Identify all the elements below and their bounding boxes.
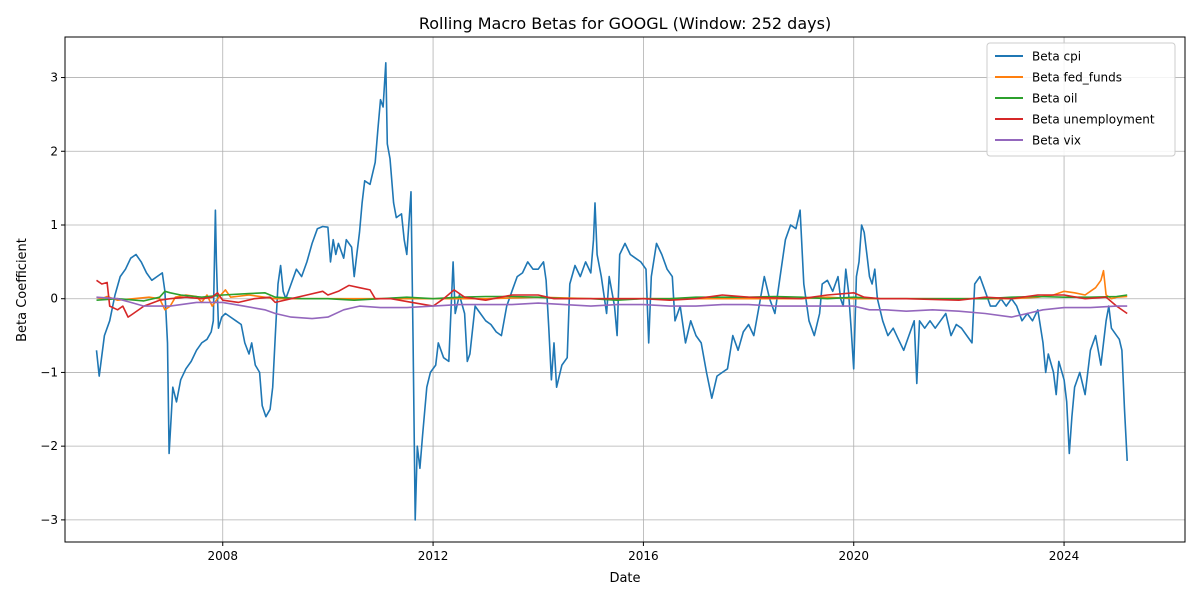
- x-tick-label: 2024: [1049, 549, 1080, 563]
- series-line-3: [96, 279, 1128, 318]
- legend-entry-label: Beta unemployment: [1032, 113, 1155, 127]
- y-tick-label: 0: [50, 292, 58, 306]
- legend-entry-label: Beta vix: [1032, 134, 1081, 148]
- y-axis: −3 −2 −1 0 1 2 3: [40, 71, 65, 527]
- chart-title: Rolling Macro Betas for GOOGL (Window: 2…: [419, 14, 831, 33]
- plot-area: [95, 61, 1128, 521]
- legend-entry-label: Beta oil: [1032, 92, 1078, 106]
- series-line-1: [96, 269, 1128, 311]
- x-tick-label: 2012: [418, 549, 449, 563]
- y-tick-label: −1: [40, 365, 58, 379]
- y-tick-label: 1: [50, 218, 58, 232]
- series-line-4: [96, 296, 1128, 320]
- series-line-0: [95, 61, 1128, 521]
- y-axis-label: Beta Coefficient: [15, 238, 30, 342]
- x-tick-label: 2020: [838, 549, 869, 563]
- x-axis: 2008 2012 2016 2020 2024: [207, 542, 1079, 563]
- x-tick-label: 2016: [628, 549, 659, 563]
- y-tick-label: 3: [50, 71, 58, 85]
- legend-frame: [986, 42, 1176, 157]
- legend-entry-label: Beta fed_funds: [1032, 71, 1122, 85]
- y-tick-label: 2: [50, 144, 58, 158]
- x-axis-label: Date: [609, 571, 640, 586]
- x-tick-label: 2008: [207, 549, 238, 563]
- y-tick-label: −3: [40, 513, 58, 527]
- axes-frame: [64, 36, 1186, 543]
- y-tick-label: −2: [40, 439, 58, 453]
- legend: Beta cpi Beta fed_funds Beta oil Beta unemp…: [986, 42, 1176, 157]
- legend-entry-label: Beta cpi: [1032, 50, 1081, 64]
